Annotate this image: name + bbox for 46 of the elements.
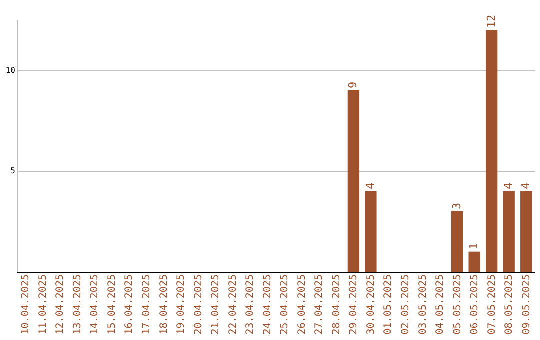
bar <box>503 191 515 272</box>
bar <box>451 212 464 272</box>
data-label: 3 <box>450 202 464 210</box>
data-label: 4 <box>502 182 516 190</box>
x-tick-label: 13.04.2025 <box>72 274 84 335</box>
x-tick-label: 01.05.2025 <box>383 274 394 335</box>
x-tick-label: 16.04.2025 <box>124 274 136 335</box>
x-tick-label: 25.04.2025 <box>280 274 291 335</box>
x-tick-label: 15.04.2025 <box>106 274 118 335</box>
x-tick-label: 28.04.2025 <box>331 274 342 335</box>
x-tick-label: 03.05.2025 <box>418 274 429 335</box>
data-label: 1 <box>468 243 481 250</box>
x-tick-label: 29.04.2025 <box>348 274 360 335</box>
x-tick-label: 21.04.2025 <box>210 274 222 335</box>
x-tick-label: 02.05.2025 <box>400 274 412 335</box>
x-tick-label: 04.05.2025 <box>435 274 446 335</box>
data-label: 4 <box>519 182 532 190</box>
x-tick-label: 30.04.2025 <box>366 274 377 335</box>
x-tick-label: 20.04.2025 <box>193 274 204 335</box>
x-tick-label: 24.04.2025 <box>262 274 274 335</box>
bar <box>365 191 377 272</box>
y-tick-label: 10 <box>6 66 16 75</box>
x-tick-label: 06.05.2025 <box>470 274 481 335</box>
bar <box>486 30 498 272</box>
bar <box>520 191 532 272</box>
x-tick-label: 10.04.2025 <box>20 274 32 335</box>
bar <box>468 252 480 272</box>
x-tick-label: 27.04.2025 <box>314 274 326 335</box>
y-tick-label: 5 <box>10 166 16 176</box>
data-label: 12 <box>484 14 498 28</box>
x-tick-label: 22.04.2025 <box>228 274 239 335</box>
x-tick-label: 26.04.2025 <box>296 274 308 335</box>
x-tick-label: 07.05.2025 <box>486 274 498 335</box>
data-label: 4 <box>364 182 377 190</box>
x-tick-label: 23.04.2025 <box>245 274 256 335</box>
x-tick-label: 05.05.2025 <box>452 274 464 335</box>
x-tick-label: 08.05.2025 <box>504 274 516 335</box>
bar <box>348 90 360 272</box>
x-tick-label: 19.04.2025 <box>176 274 188 335</box>
x-tick-label: 18.04.2025 <box>158 274 170 335</box>
x-tick-label: 14.04.2025 <box>90 274 101 335</box>
x-tick-label: 09.05.2025 <box>521 274 532 335</box>
x-tick-label: 11.04.2025 <box>38 274 49 335</box>
data-label: 9 <box>346 82 360 89</box>
x-tick-label: 12.04.2025 <box>55 274 66 335</box>
x-tick-label: 17.04.2025 <box>142 274 152 335</box>
